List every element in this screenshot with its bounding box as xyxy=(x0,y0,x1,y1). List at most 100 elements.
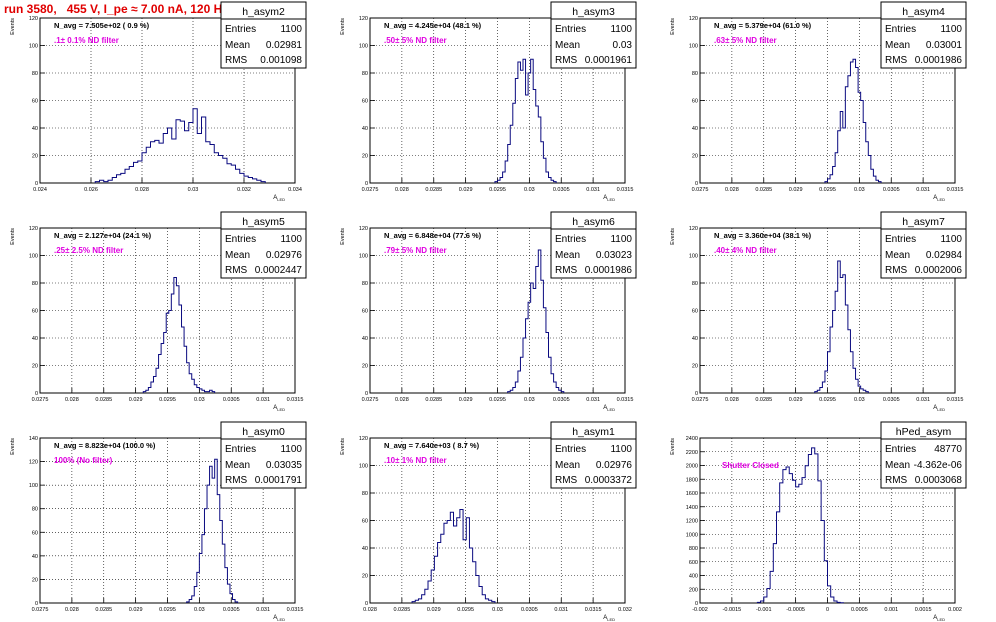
stats-box-frame xyxy=(220,211,307,279)
histogram-line xyxy=(186,458,239,603)
stats-mean-value: 0.02981 xyxy=(266,40,303,51)
stats-entries-value: 1100 xyxy=(280,24,302,35)
histogram-panel-h_asym1: 0.028 0.0285 0.029 0.0295 0.03 0.0305 0.031 0.0… xyxy=(340,421,637,622)
stats-entries-value: 1100 xyxy=(940,24,962,35)
x-tick-label: 0.029 xyxy=(129,397,143,403)
stats-rms-label: RMS xyxy=(885,55,908,66)
y-tick-label: 140 xyxy=(29,436,38,442)
y-tick-label: 400 xyxy=(689,574,698,580)
navg-label: N_avg = 4.245e+04 (48.1 %) xyxy=(384,21,482,30)
x-tick-label: 0.029 xyxy=(459,187,473,193)
y-tick-label: 0 xyxy=(365,601,368,607)
y-tick-label: 80 xyxy=(362,281,368,287)
y-axis-label: Events xyxy=(10,18,16,35)
x-axis-label: ALED xyxy=(273,615,285,622)
stats-rms-label: RMS xyxy=(555,55,578,66)
stats-box-frame xyxy=(220,1,307,69)
y-tick-label: 120 xyxy=(359,16,368,22)
x-tick-label: 0.0295 xyxy=(489,397,506,403)
histogram-panel-h_asym6: 0.0275 0.028 0.0285 0.029 0.0295 0.03 0.0305 0.… xyxy=(340,211,637,412)
x-tick-label: 0.0285 xyxy=(393,607,410,613)
x-tick-label: 0.028 xyxy=(725,187,739,193)
histogram-panel-h_asym4: 0.0275 0.028 0.0285 0.029 0.0295 0.03 0.0305 0.… xyxy=(670,1,967,202)
x-tick-label: -0.0005 xyxy=(786,607,805,613)
y-tick-label: 120 xyxy=(689,226,698,232)
stats-entries-label: Entries xyxy=(885,444,916,455)
x-tick-label: 0.0315 xyxy=(287,397,304,403)
stats-entries-label: Entries xyxy=(225,444,256,455)
y-tick-label: 60 xyxy=(362,519,368,525)
y-tick-label: 100 xyxy=(359,44,368,50)
y-tick-label: 60 xyxy=(362,99,368,105)
x-tick-label: 0.0285 xyxy=(425,187,442,193)
x-tick-label: 0.0315 xyxy=(947,397,964,403)
navg-label: N_avg = 3.360e+04 (38.1 %) xyxy=(714,231,812,240)
stats-box: h_asym4 Entries 1100 Mean 0.03001 RMS 0.000198… xyxy=(880,1,967,69)
y-tick-label: 80 xyxy=(362,491,368,497)
stats-entries-value: 1100 xyxy=(280,234,302,245)
x-tick-label: 0.032 xyxy=(618,607,632,613)
stats-box: h_asym5 Entries 1100 Mean 0.02976 RMS 0.000244… xyxy=(220,211,307,279)
y-tick-label: 80 xyxy=(32,507,38,513)
x-tick-label: 0.0315 xyxy=(617,187,634,193)
x-tick-label: 0.0305 xyxy=(223,397,240,403)
y-tick-label: 60 xyxy=(32,309,38,315)
y-tick-label: 800 xyxy=(689,546,698,552)
stats-entries-value: 1100 xyxy=(610,444,632,455)
y-tick-label: 20 xyxy=(692,364,698,370)
y-tick-label: 0 xyxy=(365,391,368,397)
y-tick-label: 100 xyxy=(689,254,698,260)
histogram-panel-h_asym0: 0.0275 0.028 0.0285 0.029 0.0295 0.03 0.0305 0.… xyxy=(10,421,307,622)
y-tick-label: 100 xyxy=(359,464,368,470)
histogram-name: h_asym3 xyxy=(572,6,615,18)
stats-rms-label: RMS xyxy=(225,55,248,66)
y-tick-label: 40 xyxy=(32,126,38,132)
x-tick-label: 0.031 xyxy=(916,187,930,193)
stats-mean-value: 0.03035 xyxy=(266,460,303,471)
x-tick-label: 0.028 xyxy=(65,607,79,613)
filter-annotation: .50± 5% ND filter xyxy=(384,36,447,45)
histogram-line xyxy=(494,58,557,183)
stats-mean-label: Mean xyxy=(885,460,910,471)
x-tick-label: 0.001 xyxy=(884,607,898,613)
histogram-panel-h_asym7: 0.0275 0.028 0.0285 0.029 0.0295 0.03 0.0305 0.… xyxy=(670,211,967,412)
histogram-name: h_asym4 xyxy=(902,6,945,18)
stats-box-frame xyxy=(880,421,967,489)
x-tick-label: 0.031 xyxy=(256,397,270,403)
filter-annotation: Shutter Closed xyxy=(722,461,779,470)
x-tick-label: 0.0305 xyxy=(553,187,570,193)
y-tick-label: 1800 xyxy=(686,477,698,483)
x-tick-label: 0.03 xyxy=(524,187,535,193)
stats-box-frame xyxy=(880,211,967,279)
y-tick-label: 120 xyxy=(359,436,368,442)
y-tick-label: 60 xyxy=(692,99,698,105)
histogram-name: hPed_asym xyxy=(896,426,952,438)
histogram-panel-hPed_asym: -0.002 -0.0015 -0.001 -0.0005 0 0.0005 0.001 0.… xyxy=(670,421,967,622)
x-tick-label: 0.03 xyxy=(854,187,865,193)
x-tick-label: 0.0285 xyxy=(755,187,772,193)
stats-rms-value: 0.0001961 xyxy=(585,55,633,66)
x-tick-label: 0.028 xyxy=(65,397,79,403)
stats-entries-value: 1100 xyxy=(280,444,302,455)
y-axis-label: Events xyxy=(10,228,16,245)
stats-entries-label: Entries xyxy=(885,24,916,35)
stats-box-frame xyxy=(880,1,967,69)
navg-label: N_avg = 5.379e+04 (61.0 %) xyxy=(714,21,812,30)
y-tick-label: 20 xyxy=(362,154,368,160)
x-tick-label: 0.0295 xyxy=(819,397,836,403)
y-tick-label: 120 xyxy=(359,226,368,232)
y-tick-label: 40 xyxy=(692,126,698,132)
stats-rms-value: 0.0003068 xyxy=(915,475,963,486)
histogram-panel-h_asym2: 0.024 0.026 0.028 0.03 0.032 0.034 0 20 40 60 80 10… xyxy=(10,1,307,202)
x-tick-label: 0.0305 xyxy=(553,397,570,403)
x-tick-label: 0 xyxy=(826,607,829,613)
stats-rms-value: 0.0002006 xyxy=(915,265,963,276)
y-tick-label: 40 xyxy=(32,554,38,560)
x-axis-label: ALED xyxy=(273,195,285,202)
stats-mean-value: 0.02984 xyxy=(926,250,963,261)
navg-label: N_avg = 7.505e+02 ( 0.9 %) xyxy=(54,21,150,30)
x-tick-label: 0.031 xyxy=(256,607,270,613)
x-tick-label: 0.0275 xyxy=(362,397,379,403)
x-tick-label: 0.0295 xyxy=(159,607,176,613)
